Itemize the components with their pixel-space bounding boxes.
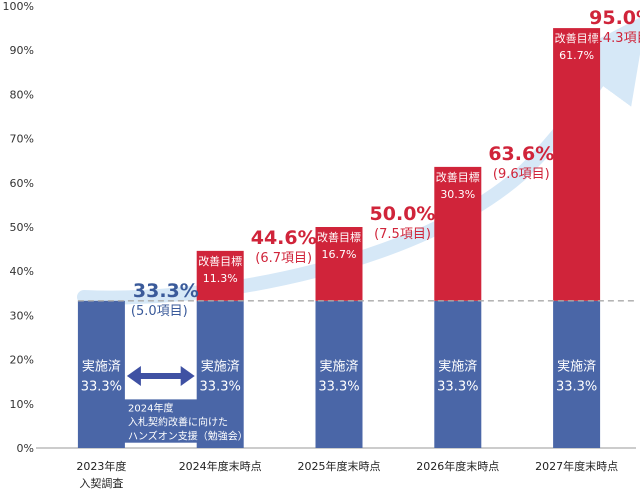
target-label: 改善目標 [317, 230, 361, 244]
total-items: (5.0項目) [131, 304, 188, 319]
annotation-box [124, 399, 238, 443]
target-label: 改善目標 [436, 170, 480, 184]
implemented-label: 実施済 [201, 358, 240, 374]
x-tick-label: 入契調査 [79, 476, 123, 490]
bar-improvement-target [315, 227, 363, 301]
annotation-text: ハンズオン支援（勉強会） [128, 429, 248, 442]
double-arrow-left-head [126, 365, 141, 386]
bar-implemented [434, 300, 482, 448]
y-tick-label: 50% [10, 221, 34, 234]
total-items: (6.7項目) [255, 251, 312, 266]
bar-improvement-target [434, 166, 482, 301]
y-axis: 0% 10% 20% 30% 40% 50% 60% 70% 80% 90% 100% [3, 0, 636, 455]
bar-implemented [553, 300, 601, 448]
x-tick-label: 2024年度末時点 [179, 459, 262, 473]
total-value: 63.6% [488, 143, 554, 165]
target-value: 61.7% [559, 49, 594, 62]
total-items: (7.5項目) [374, 227, 431, 242]
implemented-label: 実施済 [82, 358, 121, 374]
target-label: 改善目標 [555, 31, 599, 45]
y-tick-label: 0% [17, 442, 34, 455]
target-value: 11.3% [203, 272, 238, 285]
target-value: 30.3% [440, 188, 475, 201]
bar-implemented [315, 300, 363, 448]
bars [77, 28, 601, 448]
implemented-label: 実施済 [438, 358, 477, 374]
implemented-value: 33.3% [318, 379, 359, 394]
x-tick-label: 2023年度 [76, 459, 126, 473]
total-items: (9.6項目) [493, 167, 550, 182]
x-tick-label: 2025年度末時点 [298, 459, 381, 473]
bar-improvement-target [553, 28, 601, 301]
annotation-text: 入札契約改善に向けた [128, 415, 228, 428]
total-value: 44.6% [251, 227, 317, 249]
double-arrow-right-head [180, 365, 195, 386]
y-tick-label: 80% [10, 88, 34, 101]
implemented-value: 33.3% [81, 379, 122, 394]
implemented-value: 33.3% [437, 379, 478, 394]
target-label: 改善目標 [198, 254, 242, 268]
implemented-value: 33.3% [556, 379, 597, 394]
x-tick-label: 2026年度末時点 [416, 459, 499, 473]
total-items: (14.3項目) [590, 31, 640, 46]
total-value: 95.0% [589, 7, 640, 29]
implemented-label: 実施済 [557, 358, 596, 374]
y-tick-label: 100% [3, 0, 34, 13]
annotation-text: 2024年度 [128, 401, 173, 414]
implemented-value: 33.3% [200, 379, 241, 394]
total-value: 33.3% [133, 280, 199, 302]
bar-improvement-target [196, 250, 244, 301]
bar-implemented [77, 300, 125, 448]
y-tick-label: 20% [10, 354, 34, 367]
y-tick-label: 60% [10, 177, 34, 190]
y-tick-label: 90% [10, 44, 34, 57]
target-value: 16.7% [322, 248, 357, 261]
y-tick-label: 30% [10, 309, 34, 322]
y-tick-label: 40% [10, 265, 34, 278]
y-tick-label: 70% [10, 133, 34, 146]
x-tick-label: 2027年度末時点 [535, 459, 618, 473]
y-tick-label: 10% [10, 398, 34, 411]
implemented-label: 実施済 [319, 358, 358, 374]
bar-labels: 実施済 33.3% 33.3% (5.0項目) 実施済 33.3% 改善目標 11.3% 44.… [81, 7, 640, 394]
total-value: 50.0% [370, 203, 436, 225]
